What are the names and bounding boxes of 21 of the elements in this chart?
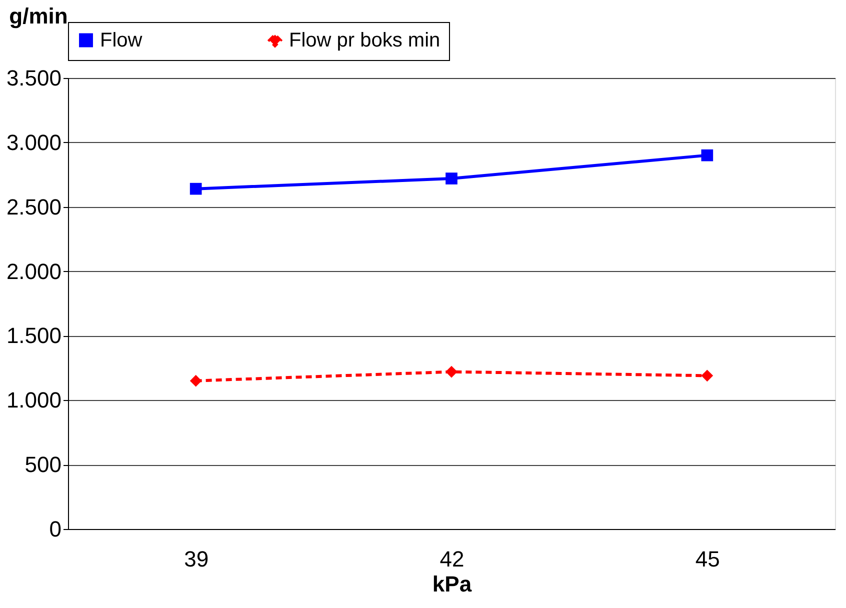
point [701,149,714,162]
y-tick-label: 1.500 [6,323,62,348]
y-tick-label: 3.500 [6,66,62,90]
y-tick-label: 3.000 [6,130,62,155]
x-tick-label: 45 [695,546,720,572]
x-axis-title: kPa [432,572,472,596]
point [446,366,458,378]
point [190,374,202,387]
y-tick-label: 0 [49,516,62,542]
point [190,182,202,195]
legend-label: Flow [100,29,143,52]
x-tick-label: 42 [440,546,464,572]
legend-label: Flow pr boks min [289,29,440,52]
y-tick-label: 2.500 [6,194,62,220]
x-tick-label: 39 [184,546,209,572]
point [701,370,714,382]
y-axis-title: g/min [9,4,68,28]
y-tick-label: 1.000 [6,388,62,413]
y-tick-label: 500 [24,452,62,478]
y-tick-label: 2.000 [6,258,62,284]
point [446,172,458,184]
